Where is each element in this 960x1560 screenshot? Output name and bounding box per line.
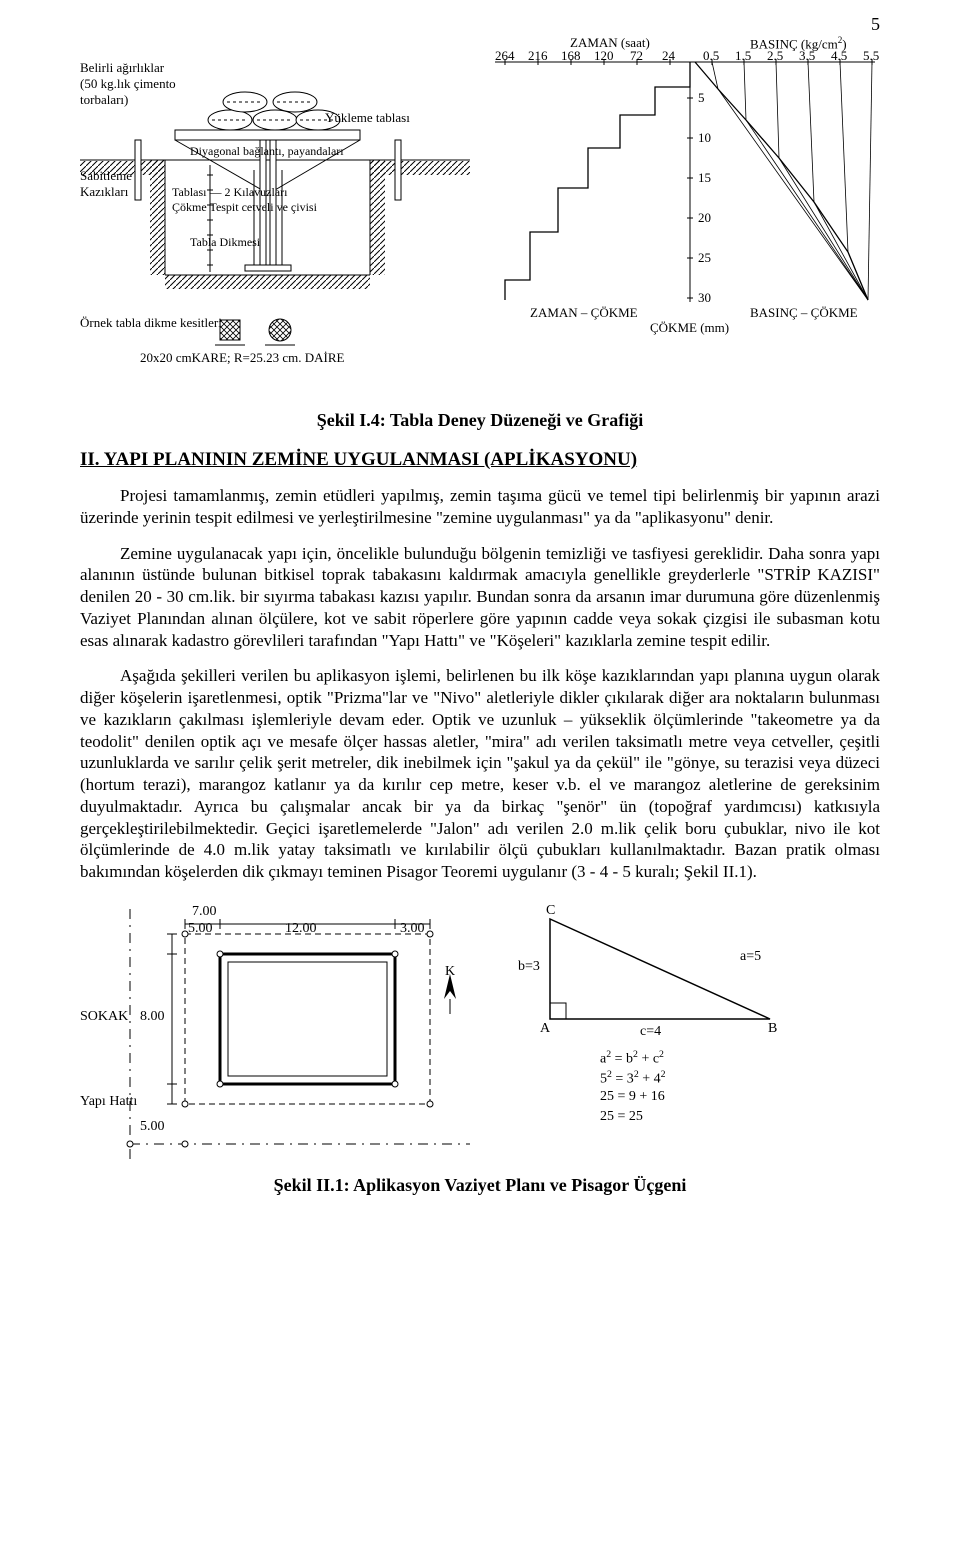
label-bottom-right: BASINÇ – ÇÖKME bbox=[750, 305, 858, 321]
label-weight-bags: Belirli ağırlıklar(50 kg.lık çimentotorb… bbox=[80, 60, 176, 108]
eq-3: 25 = 9 + 16 bbox=[600, 1089, 665, 1105]
depth-30: 30 bbox=[698, 290, 711, 306]
pressure-tick-55: 5.5 bbox=[863, 48, 879, 64]
depth-15: 15 bbox=[698, 170, 711, 186]
label-K: K bbox=[445, 964, 455, 980]
label-board-guides: Tablası — 2 Kılavuzları bbox=[172, 185, 287, 200]
eq-2: 52 = 32 + 42 bbox=[600, 1069, 666, 1088]
plan-svg bbox=[80, 899, 470, 1159]
label-loading-board: Yükleme tablası bbox=[325, 110, 410, 126]
dim-5: 5.00 bbox=[188, 921, 213, 937]
side-b: b=3 bbox=[518, 959, 540, 975]
time-tick-168: 168 bbox=[561, 48, 581, 64]
page-number: 5 bbox=[871, 14, 880, 35]
figure-2-container: 7.00 5.00 12.00 3.00 8.00 5.00 SOKAK Yap… bbox=[80, 899, 880, 1159]
dim-3: 3.00 bbox=[400, 921, 425, 937]
section-2-title: II. YAPI PLANININ ZEMİNE UYGULANMASI (AP… bbox=[80, 449, 880, 471]
figure-1-caption: Şekil I.4: Tabla Deney Düzeneği ve Grafi… bbox=[80, 410, 880, 431]
pressure-tick-15: 1.5 bbox=[735, 48, 751, 64]
label-yapi: Yapı Hattı bbox=[80, 1094, 137, 1110]
label-ruler-nail: Çökme Tespit cetveli ve çivisi bbox=[172, 200, 317, 215]
eq-1: a2 = b2 + c2 bbox=[600, 1049, 664, 1068]
time-tick-24: 24 bbox=[662, 48, 675, 64]
figure-1-container: Belirli ağırlıklar(50 kg.lık çimentotorb… bbox=[80, 40, 880, 380]
depth-5: 5 bbox=[698, 90, 705, 106]
para-2: Zemine uygulanacak yapı için, öncelikle … bbox=[80, 543, 880, 652]
figure-2-caption: Şekil II.1: Aplikasyon Vaziyet Planı ve … bbox=[80, 1175, 880, 1196]
label-bottom-left: ZAMAN – ÇÖKME bbox=[530, 305, 638, 321]
point-B: B bbox=[768, 1021, 777, 1037]
pressure-tick-35: 3.5 bbox=[799, 48, 815, 64]
label-diagonal: Diyagonal bağlantı, payandaları bbox=[190, 144, 344, 159]
time-tick-264: 264 bbox=[495, 48, 515, 64]
time-tick-72: 72 bbox=[630, 48, 643, 64]
depth-10: 10 bbox=[698, 130, 711, 146]
site-plan: 7.00 5.00 12.00 3.00 8.00 5.00 SOKAK Yap… bbox=[80, 899, 470, 1159]
pressure-tick-25: 2.5 bbox=[767, 48, 783, 64]
figure-1-left-apparatus: Belirli ağırlıklar(50 kg.lık çimentotorb… bbox=[80, 40, 470, 380]
label-bottom-mid: ÇÖKME (mm) bbox=[650, 320, 729, 336]
label-sections-dims: 20x20 cmKARE; R=25.23 cm. DAİRE bbox=[140, 350, 344, 366]
depth-25: 25 bbox=[698, 250, 711, 266]
dim-5b: 5.00 bbox=[140, 1119, 165, 1135]
pressure-tick-45: 4.5 bbox=[831, 48, 847, 64]
para-1: Projesi tamamlanmış, zemin etüdleri yapı… bbox=[80, 485, 880, 529]
para-3: Aşağıda şekilleri verilen bu aplikasyon … bbox=[80, 665, 880, 883]
time-tick-120: 120 bbox=[594, 48, 614, 64]
pressure-tick-05: 0.5 bbox=[703, 48, 719, 64]
label-fixing-stakes: SabitlemeKazıkları bbox=[80, 168, 132, 200]
side-a: a=5 bbox=[740, 949, 761, 965]
depth-20: 20 bbox=[698, 210, 711, 226]
figure-1-right-chart: ZAMAN (saat) BASINÇ (kg/cm2) 264 216 168… bbox=[490, 40, 880, 380]
label-support: Tabla Dikmesi bbox=[190, 235, 260, 250]
point-C: C bbox=[546, 903, 555, 919]
point-A: A bbox=[540, 1021, 550, 1037]
dim-7: 7.00 bbox=[192, 904, 217, 920]
eq-4: 25 = 25 bbox=[600, 1109, 643, 1125]
pythagoras-triangle: C A B b=3 a=5 c=4 a2 = b2 + c2 52 = 32 +… bbox=[510, 899, 820, 1159]
side-c: c=4 bbox=[640, 1024, 661, 1040]
time-tick-216: 216 bbox=[528, 48, 548, 64]
label-sokak: SOKAK bbox=[80, 1009, 128, 1025]
dim-12: 12.00 bbox=[285, 921, 317, 937]
dim-8: 8.00 bbox=[140, 1009, 165, 1025]
label-sections: Örnek tabla dikme kesitleri bbox=[80, 315, 222, 331]
